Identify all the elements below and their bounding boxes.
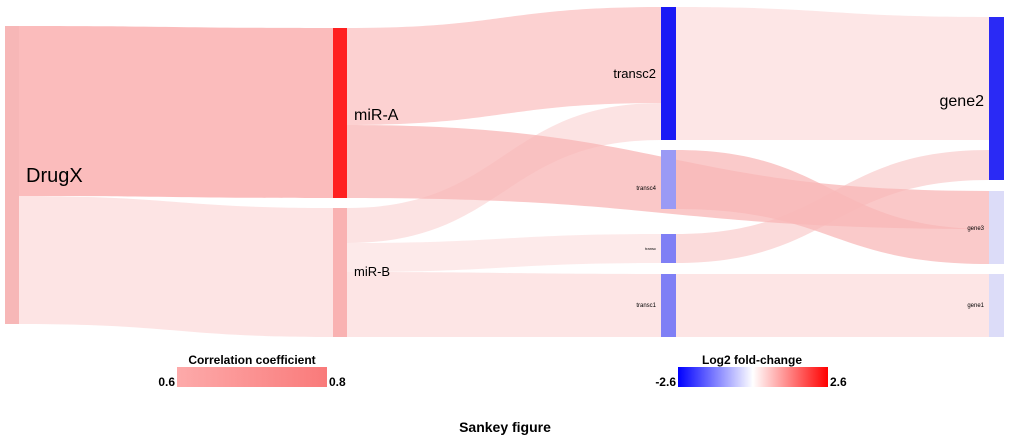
- node-transc2[interactable]: [661, 7, 676, 140]
- node-labels-group: DrugX miR-A miR-B transc2 transc4 transc…: [26, 66, 985, 309]
- node-label-transc2: transc2: [613, 66, 656, 81]
- legend-correlation-min: 0.6: [158, 375, 175, 389]
- legend-fold-change: Log2 fold-change -2.6 2.6: [655, 353, 847, 389]
- node-label-drugx: DrugX: [26, 165, 83, 187]
- legend-fold-min: -2.6: [655, 375, 676, 389]
- node-label-mir-a: miR-A: [354, 107, 399, 124]
- node-label-transc1: transc1: [636, 303, 656, 309]
- nodes-group: [5, 7, 1004, 337]
- link-drugx-mirb[interactable]: [19, 196, 333, 337]
- legend-fold-bar: [678, 367, 828, 387]
- legend-correlation-max: 0.8: [329, 375, 346, 389]
- legend-fold-max: 2.6: [830, 375, 847, 389]
- node-transc5[interactable]: [661, 234, 676, 263]
- link-mira-transc2[interactable]: [347, 7, 661, 125]
- legend-correlation: Correlation coefficient 0.6 0.8: [158, 353, 346, 389]
- link-drugx-mira[interactable]: [19, 26, 333, 198]
- node-label-gene2: gene2: [940, 93, 985, 110]
- node-transc4[interactable]: [661, 150, 676, 209]
- node-label-transc4: transc4: [636, 186, 656, 192]
- link-transc4-gene3[interactable]: [676, 150, 989, 264]
- legend-fold-title: Log2 fold-change: [702, 353, 802, 367]
- node-mir-b[interactable]: [333, 208, 347, 337]
- node-gene2[interactable]: [989, 17, 1004, 180]
- node-label-mir-b: miR-B: [354, 264, 390, 279]
- node-gene1[interactable]: [989, 274, 1004, 337]
- node-drugx[interactable]: [5, 26, 19, 324]
- link-transc2-gene2[interactable]: [676, 7, 989, 140]
- node-label-gene3: gene3: [967, 226, 984, 232]
- link-mirb-transc5[interactable]: [347, 234, 661, 272]
- legend-correlation-title: Correlation coefficient: [188, 353, 315, 367]
- node-transc1[interactable]: [661, 274, 676, 337]
- node-mir-a[interactable]: [333, 28, 347, 198]
- link-mirb-transc1[interactable]: [347, 272, 661, 337]
- figure-caption: Sankey figure: [459, 419, 551, 435]
- node-label-transc5: transc: [645, 246, 656, 251]
- links-group: [19, 7, 989, 337]
- node-gene3[interactable]: [989, 191, 1004, 264]
- legend-correlation-bar: [177, 367, 327, 387]
- link-transc1-gene1[interactable]: [676, 274, 989, 337]
- node-label-gene1: gene1: [967, 303, 984, 309]
